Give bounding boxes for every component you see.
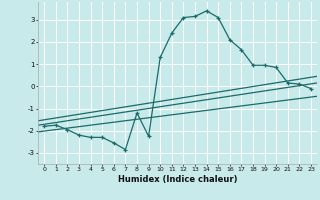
X-axis label: Humidex (Indice chaleur): Humidex (Indice chaleur) xyxy=(118,175,237,184)
